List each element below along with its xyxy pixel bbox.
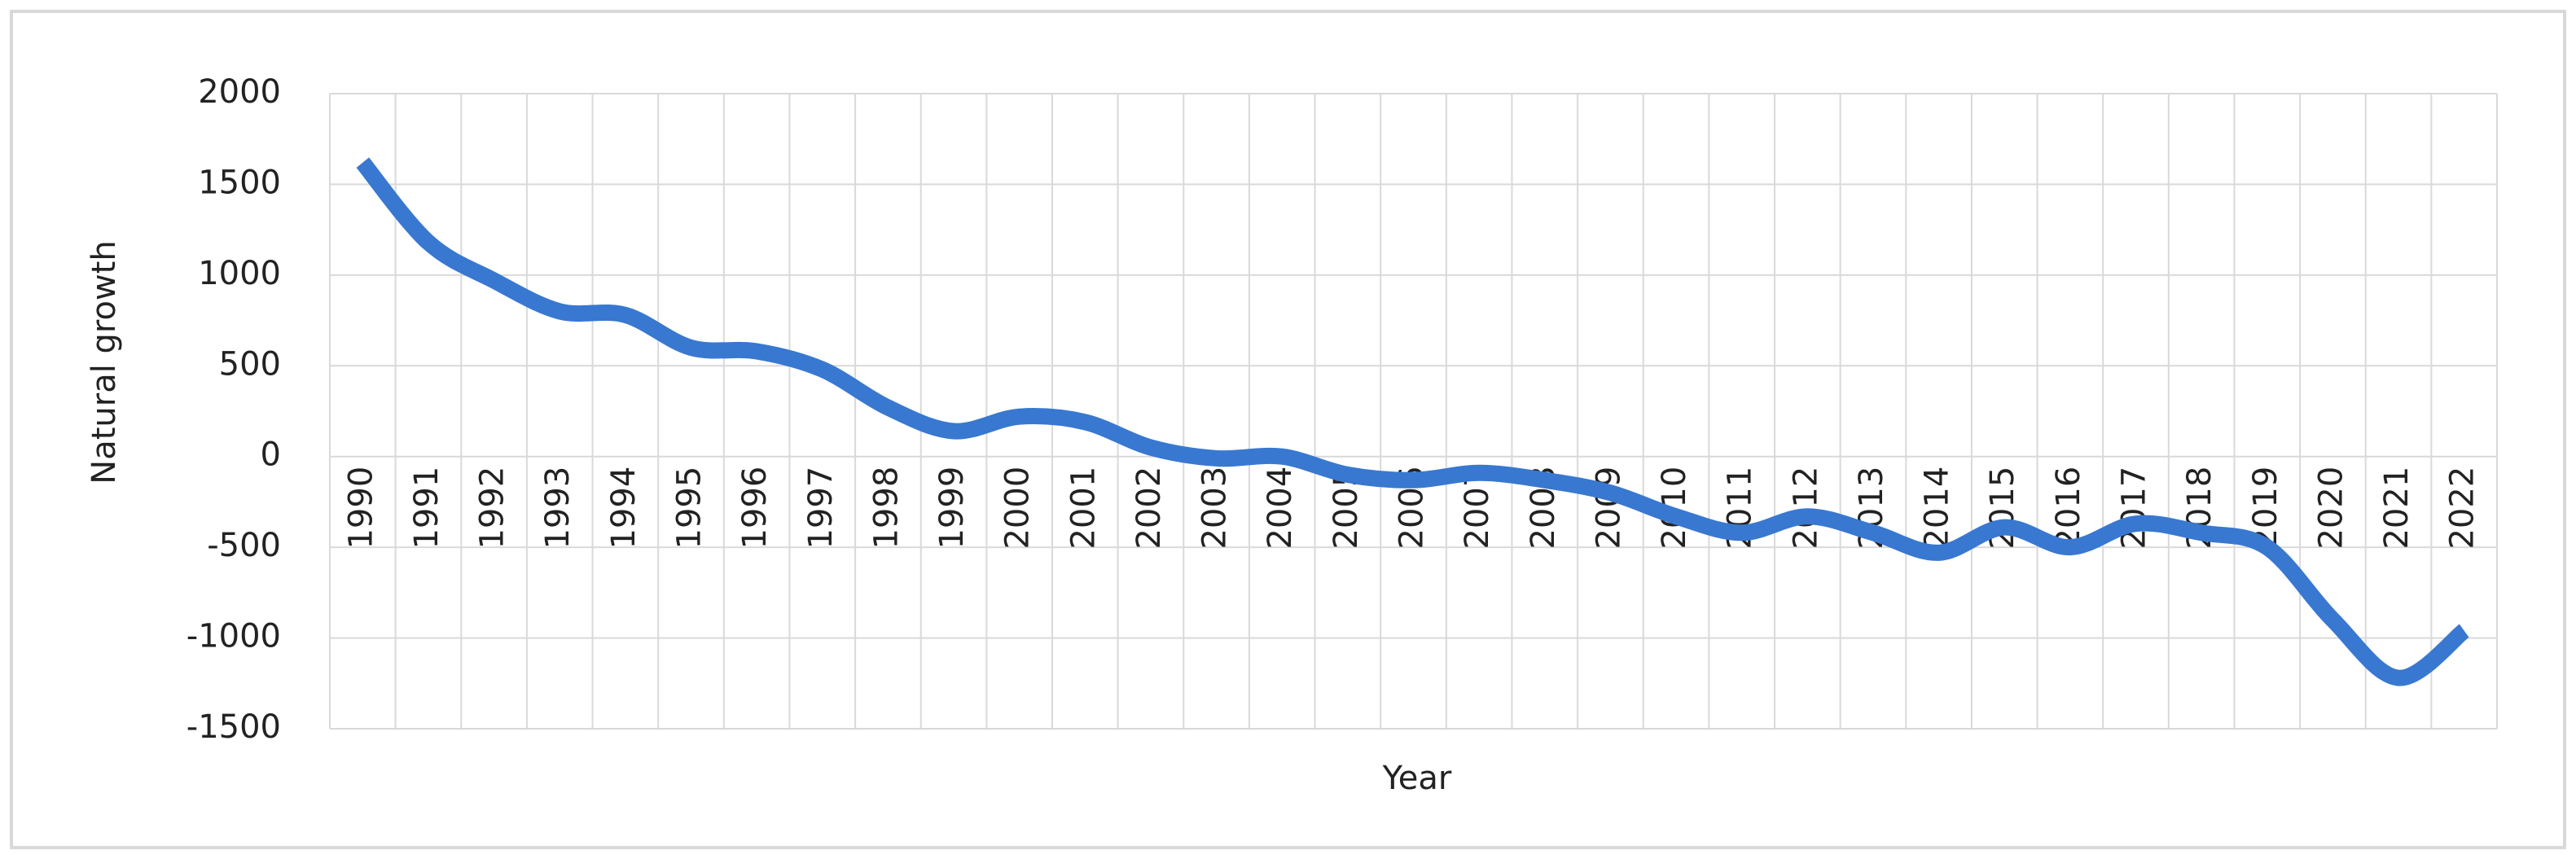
y-tick-label: -1000 — [187, 618, 281, 655]
x-tick-label: 2016 — [2050, 467, 2087, 550]
x-tick-label: 1999 — [933, 467, 971, 550]
x-tick-label: 2003 — [1196, 467, 1234, 550]
x-tick-label: 1992 — [474, 467, 511, 550]
y-tick-label: -1500 — [187, 708, 281, 746]
y-tick-label: 1000 — [198, 255, 281, 292]
x-tick-label: 1993 — [539, 467, 577, 550]
x-tick-label: 2022 — [2444, 467, 2482, 550]
x-tick-label: 1991 — [408, 467, 445, 550]
y-tick-label: 0 — [261, 436, 281, 474]
x-tick-label: 2021 — [2378, 467, 2416, 550]
x-tick-label: 2000 — [999, 467, 1037, 550]
x-axis-title: Year — [1382, 760, 1452, 797]
y-tick-label: 1500 — [198, 164, 281, 201]
x-tick-label: 1990 — [342, 467, 380, 550]
x-tick-label: 2002 — [1130, 467, 1168, 550]
x-tick-label: 1998 — [867, 467, 905, 550]
x-tick-label: 1996 — [736, 467, 774, 550]
x-tick-label: 2012 — [1787, 467, 1824, 550]
x-tick-label: 2017 — [2116, 467, 2153, 550]
y-tick-label: 2000 — [198, 73, 281, 111]
x-tick-label: 1994 — [605, 467, 643, 550]
y-axis-title: Natural growth — [86, 240, 123, 484]
chart-frame — [10, 10, 2566, 849]
x-tick-label: 2014 — [1919, 467, 1956, 550]
x-tick-label: 1997 — [802, 467, 840, 550]
x-tick-label: 2004 — [1262, 467, 1299, 550]
x-tick-label: 2001 — [1064, 467, 1102, 550]
y-tick-label: 500 — [219, 345, 281, 383]
x-tick-label: 2020 — [2312, 467, 2350, 550]
x-tick-label: 2009 — [1590, 467, 1627, 550]
y-tick-label: -500 — [207, 527, 281, 564]
series-line — [356, 157, 2470, 686]
x-tick-label: 1995 — [671, 467, 709, 550]
